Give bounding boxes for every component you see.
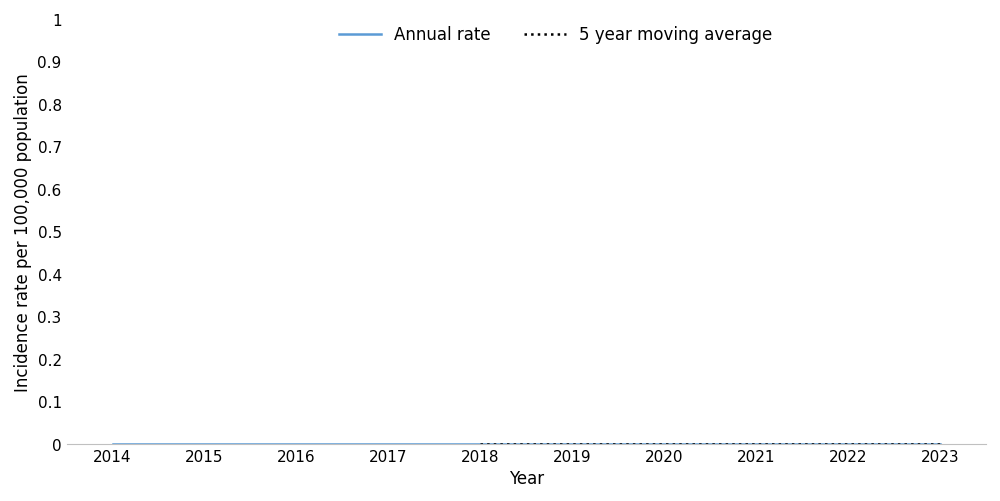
X-axis label: Year: Year — [509, 469, 544, 487]
Legend: Annual rate, 5 year moving average: Annual rate, 5 year moving average — [332, 20, 779, 51]
Y-axis label: Incidence rate per 100,000 population: Incidence rate per 100,000 population — [14, 73, 32, 391]
